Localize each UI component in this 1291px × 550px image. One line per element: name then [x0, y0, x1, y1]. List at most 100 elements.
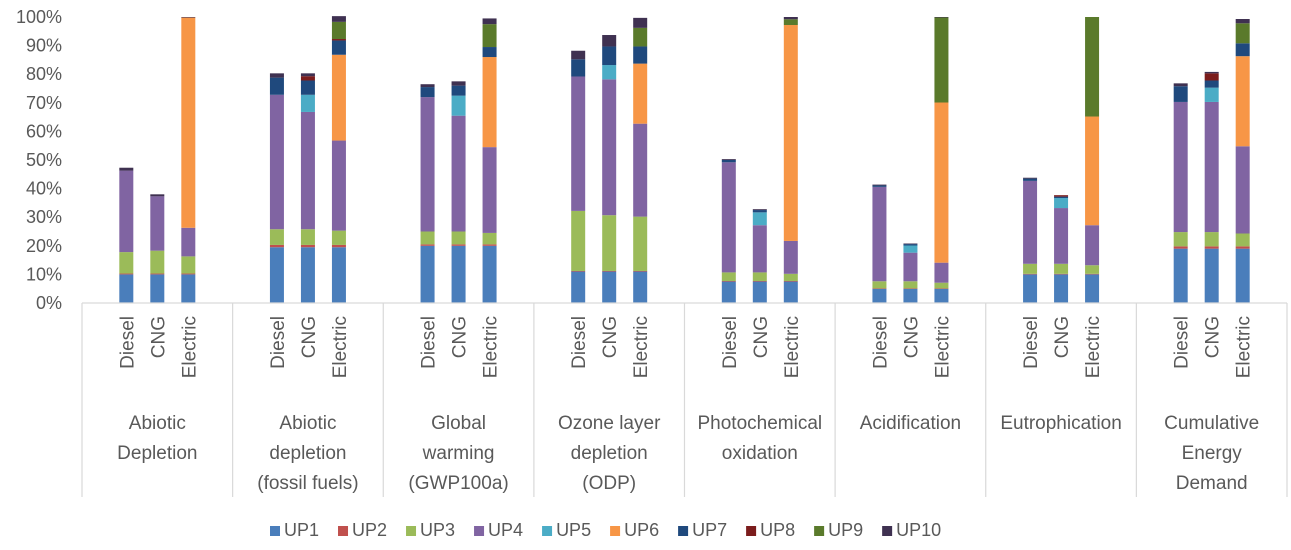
bar-segment-up3: [752, 272, 767, 281]
bar-segment-up3: [181, 256, 196, 274]
bar-segment-up4: [872, 186, 887, 282]
bar-segment-up10: [119, 167, 134, 171]
category-label-diesel: Diesel: [1172, 316, 1193, 369]
bar-segment-up6: [633, 63, 648, 124]
category-label-diesel: Diesel: [268, 316, 289, 369]
bar-segment-up7: [633, 46, 648, 64]
bar-segment-up7: [721, 160, 736, 163]
bar-segment-up1: [119, 274, 134, 303]
bar-segment-up1: [934, 288, 949, 303]
bar-segment-up10: [150, 194, 165, 197]
group-label-line: oxidation: [722, 443, 798, 464]
category-label-diesel: Diesel: [419, 316, 440, 369]
category-label-cng: CNG: [600, 316, 621, 358]
bar-segment-up1: [633, 271, 648, 303]
category-label-cng: CNG: [148, 316, 169, 358]
bar-segment-up7: [1235, 43, 1250, 57]
bar-segment-up7: [269, 77, 284, 95]
bar-segment-up10: [602, 35, 617, 47]
bar-segment-up1: [602, 271, 617, 303]
bar-segment-up1: [752, 281, 767, 303]
bar-segment-up4: [934, 262, 949, 283]
legend-swatch-up1: [270, 526, 280, 536]
bar-segment-up7: [420, 87, 435, 98]
bar-segment-up7: [571, 59, 586, 77]
bar-segment-up4: [633, 123, 648, 217]
bar-segment-up1: [1054, 274, 1069, 303]
category-label-cng: CNG: [299, 316, 320, 358]
bar-segment-up1: [872, 288, 887, 303]
bar-segment-up1: [269, 247, 284, 303]
bar-segment-up10: [482, 18, 497, 25]
y-tick-label: 0%: [36, 293, 62, 313]
bar-segment-up6: [783, 25, 798, 241]
category-label-electric: Electric: [932, 316, 953, 378]
bar-segment-up4: [602, 79, 617, 216]
bar-segment-up1: [150, 274, 165, 303]
bar-segment-up6: [181, 17, 196, 228]
bar-segment-up3: [1054, 263, 1069, 274]
bar-segment-up4: [150, 196, 165, 251]
group-label-line: Photochemical: [698, 413, 823, 434]
group-label-line: Acidification: [860, 413, 961, 434]
bar-segment-up6: [331, 54, 346, 141]
y-tick-label: 80%: [26, 64, 62, 84]
category-label-cng: CNG: [450, 316, 471, 358]
axes: [81, 302, 1288, 497]
bar-segment-up8: [1054, 195, 1069, 197]
bar-segment-up2: [752, 280, 767, 282]
group-label-line: Abiotic: [279, 413, 336, 434]
bar-segment-up10: [300, 73, 315, 77]
bar-segment-up4: [331, 140, 346, 231]
legend-swatch-up8: [746, 526, 757, 536]
bar-segment-up3: [721, 272, 736, 281]
group-label-line: Depletion: [117, 443, 197, 464]
bar-segment-up1: [331, 247, 346, 303]
legend-label-up1: UP1: [284, 520, 319, 540]
legend: UP1 UP2 UP3 UP4 UP5 UP6 UP7 UP8 UP9 UP10: [270, 520, 941, 540]
bar-segment-up9: [633, 27, 648, 47]
bar-segment-up4: [451, 115, 466, 232]
bar-segment-up4: [783, 240, 798, 274]
category-label-electric: Electric: [330, 316, 351, 378]
group-label-line: depletion: [571, 443, 648, 464]
bar-segment-up4: [1173, 101, 1188, 233]
bar-segment-up3: [934, 282, 949, 289]
bar-segment-up2: [571, 270, 586, 272]
bar-segment-up1: [1023, 274, 1038, 303]
bar-segment-up2: [602, 270, 617, 272]
legend-swatch-up7: [678, 526, 689, 536]
group-label-line: Ozone layer: [558, 413, 661, 434]
y-tick-label: 70%: [26, 93, 62, 113]
legend-label-up8: UP8: [760, 520, 795, 540]
bar-segment-up6: [934, 102, 949, 263]
y-tick-label: 40%: [26, 179, 62, 199]
bar-segment-up7: [1054, 196, 1069, 199]
category-label-electric: Electric: [1234, 316, 1255, 378]
bar-segment-up2: [300, 244, 315, 248]
bar-segment-up5: [903, 245, 918, 253]
bar-segment-up10: [783, 17, 798, 20]
legend-label-up10: UP10: [896, 520, 941, 540]
bar-segment-up3: [420, 231, 435, 245]
bar-segment-up4: [482, 147, 497, 233]
bar-segment-up3: [872, 281, 887, 289]
bar-segment-up3: [269, 229, 284, 245]
group-label-line: Demand: [1176, 473, 1248, 494]
bar-segment-up5: [1054, 198, 1069, 209]
legend-label-up5: UP5: [556, 520, 591, 540]
bar-segment-up1: [1085, 274, 1100, 303]
bar-segment-up1: [420, 245, 435, 303]
bar-segment-up7: [1023, 178, 1038, 181]
bar-segment-up5: [300, 94, 315, 112]
bar-segment-up5: [752, 212, 767, 226]
y-tick-label: 10%: [26, 264, 62, 284]
bar-segment-up3: [1235, 233, 1250, 247]
group-label-line: (ODP): [582, 473, 636, 494]
bar-segment-up3: [571, 210, 586, 271]
bars: [119, 16, 1250, 303]
bar-segment-up10: [181, 17, 196, 18]
bar-segment-up10: [633, 17, 648, 28]
bar-segment-up1: [721, 281, 736, 303]
bar-segment-up8: [1204, 73, 1219, 81]
